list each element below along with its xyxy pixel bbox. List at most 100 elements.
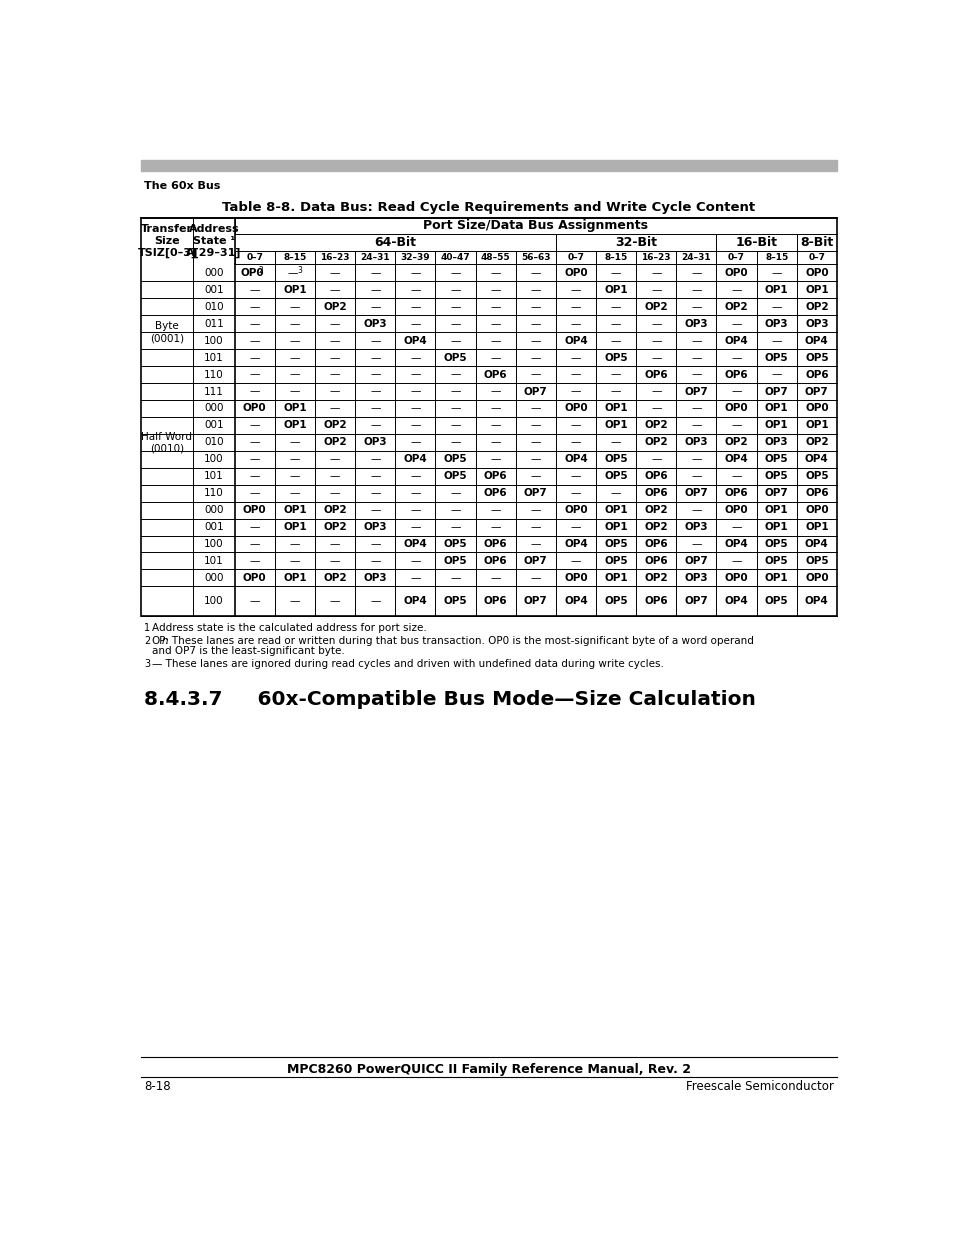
Text: OP7: OP7	[523, 597, 547, 606]
Text: 32-Bit: 32-Bit	[615, 236, 657, 249]
Text: OP3: OP3	[684, 437, 707, 447]
Text: 000: 000	[204, 404, 223, 414]
Text: OP6: OP6	[644, 597, 667, 606]
Text: OP2: OP2	[644, 301, 667, 311]
Text: —: —	[691, 336, 700, 346]
Text: OP2: OP2	[323, 437, 347, 447]
Text: —: —	[330, 353, 340, 363]
Text: —: —	[650, 387, 660, 396]
Text: —: —	[530, 573, 540, 583]
Text: OP4: OP4	[563, 538, 587, 550]
Text: —: —	[530, 319, 540, 329]
Text: OP4: OP4	[724, 336, 747, 346]
Text: 8–15: 8–15	[604, 253, 627, 262]
Text: Half Word
(0010): Half Word (0010)	[141, 431, 193, 453]
Text: —: —	[490, 268, 500, 278]
Text: OP0: OP0	[240, 268, 264, 278]
Text: OP0: OP0	[804, 573, 828, 583]
Text: OP6: OP6	[724, 369, 747, 379]
Text: : These lanes are read or written during that bus transaction. OP0 is the most-s: : These lanes are read or written during…	[165, 636, 753, 646]
Text: —: —	[450, 420, 460, 431]
Text: OP3: OP3	[684, 319, 707, 329]
Text: —: —	[570, 301, 580, 311]
Text: OP5: OP5	[804, 472, 828, 482]
Text: —: —	[450, 336, 460, 346]
Text: —: —	[330, 404, 340, 414]
Text: —: —	[731, 387, 740, 396]
Text: —: —	[370, 420, 380, 431]
Text: —: —	[650, 319, 660, 329]
Text: —: —	[650, 285, 660, 295]
Text: OP0: OP0	[243, 404, 266, 414]
Text: OP1: OP1	[283, 522, 307, 532]
Bar	[141, 217, 836, 615]
Text: 000: 000	[204, 573, 223, 583]
Text: OP7: OP7	[764, 387, 788, 396]
Text: OP0: OP0	[804, 505, 828, 515]
Text: OP6: OP6	[804, 488, 828, 498]
Text: Byte
(0001): Byte (0001)	[150, 321, 184, 343]
Text: —: —	[570, 369, 580, 379]
Text: OP3: OP3	[804, 319, 828, 329]
Text: OP6: OP6	[644, 488, 667, 498]
Text: —: —	[731, 522, 740, 532]
Text: —: —	[490, 387, 500, 396]
Text: 110: 110	[204, 369, 223, 379]
Text: OP4: OP4	[403, 597, 427, 606]
Text: —: —	[610, 301, 620, 311]
Text: —: —	[330, 369, 340, 379]
Text: —: —	[691, 369, 700, 379]
Text: —: —	[530, 437, 540, 447]
Text: OP1: OP1	[283, 285, 307, 295]
Text: —: —	[330, 597, 340, 606]
Text: —: —	[410, 556, 420, 566]
Text: 3: 3	[144, 658, 150, 668]
Text: OP2: OP2	[323, 573, 347, 583]
Text: —: —	[330, 268, 340, 278]
Text: OP0: OP0	[563, 404, 587, 414]
Text: —: —	[287, 268, 297, 278]
Text: OP7: OP7	[523, 387, 547, 396]
Text: —: —	[771, 301, 781, 311]
Text: 24–31: 24–31	[360, 253, 390, 262]
Text: OP5: OP5	[804, 556, 828, 566]
Text: OP3: OP3	[363, 522, 387, 532]
Text: 8-18: 8-18	[144, 1079, 171, 1093]
Text: 1: 1	[144, 624, 150, 634]
Text: OP0: OP0	[243, 505, 266, 515]
Text: OP2: OP2	[724, 301, 747, 311]
Text: —: —	[650, 454, 660, 464]
Text: —: —	[330, 488, 340, 498]
Text: OP2: OP2	[804, 301, 828, 311]
Text: OP4: OP4	[804, 336, 828, 346]
Text: —: —	[691, 268, 700, 278]
Text: —: —	[450, 437, 460, 447]
Text: —: —	[530, 420, 540, 431]
Text: —: —	[370, 488, 380, 498]
Text: OP5: OP5	[603, 556, 627, 566]
Text: —: —	[370, 454, 380, 464]
Text: OP4: OP4	[804, 454, 828, 464]
Text: —: —	[530, 369, 540, 379]
Text: OP2: OP2	[724, 437, 747, 447]
Text: —: —	[250, 369, 260, 379]
Text: 32–39: 32–39	[400, 253, 430, 262]
Text: OP0: OP0	[563, 268, 587, 278]
Text: —: —	[410, 387, 420, 396]
Text: —: —	[610, 336, 620, 346]
Text: —: —	[250, 454, 260, 464]
Text: OP2: OP2	[323, 522, 347, 532]
Text: —: —	[731, 472, 740, 482]
Text: 011: 011	[204, 319, 223, 329]
Text: OP7: OP7	[523, 556, 547, 566]
Text: 16–23: 16–23	[640, 253, 670, 262]
Text: —: —	[250, 538, 260, 550]
Text: —: —	[410, 522, 420, 532]
Text: OP6: OP6	[483, 597, 507, 606]
Text: —: —	[410, 319, 420, 329]
Text: OP3: OP3	[764, 437, 788, 447]
Text: 16-Bit: 16-Bit	[735, 236, 777, 249]
Text: —: —	[530, 538, 540, 550]
Text: OP5: OP5	[764, 556, 788, 566]
Text: —: —	[530, 353, 540, 363]
